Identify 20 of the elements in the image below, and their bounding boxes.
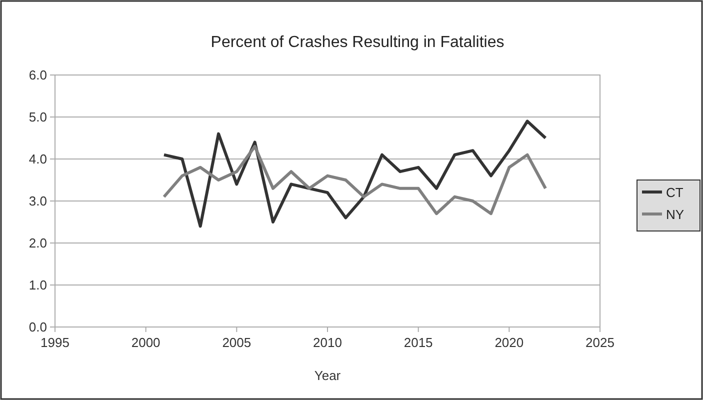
x-tick-label: 1995 [40,335,70,350]
x-tick-label: 2025 [586,335,614,350]
line-series [162,120,547,228]
y-tick-label: 1.0 [28,278,47,292]
legend-label: NY [666,207,684,222]
x-tick-label: 2005 [222,335,252,350]
x-tick-label: 2010 [313,335,342,350]
x-tick-label: 2020 [494,335,524,350]
x-tick-label: 2015 [404,335,433,350]
chart-title: Percent of Crashes Resulting in Fatalities [210,34,504,51]
y-tick-label: 6.0 [28,68,47,82]
legend-label: CT [666,185,684,200]
y-tick-label: 5.0 [28,110,47,124]
x-tick-label: 2000 [131,335,160,350]
x-axis-title: Year [314,368,342,383]
y-tick-label: 4.0 [28,152,47,166]
y-tick-label: 0.0 [28,320,47,334]
y-tick-label: 3.0 [28,194,47,208]
y-tick-label: 2.0 [28,236,47,250]
line-series [162,144,547,216]
